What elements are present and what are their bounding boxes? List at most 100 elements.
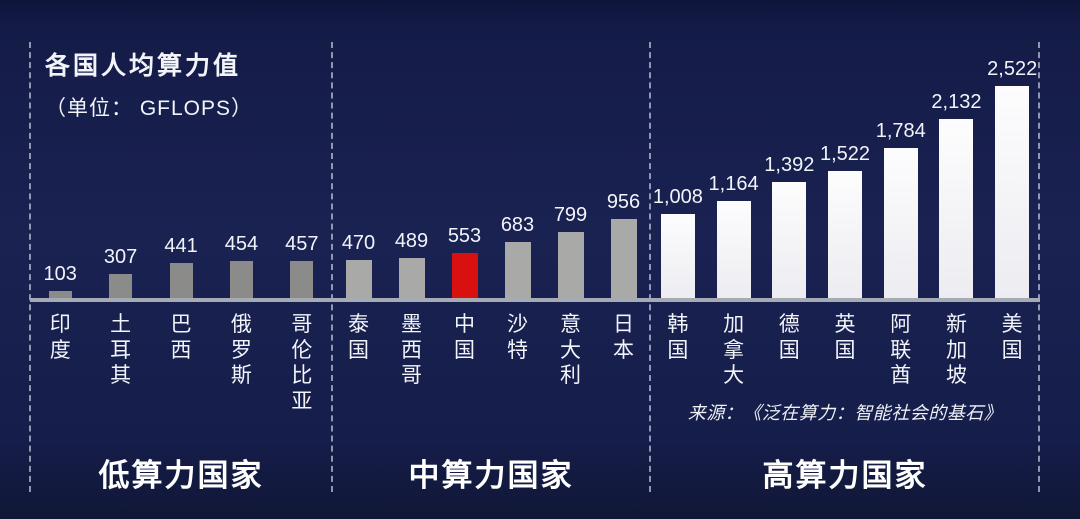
bar [610,219,637,300]
country-label-box: 新加坡 [929,300,985,460]
bar-column: 307 土耳其 [90,40,150,460]
bar [995,86,1030,300]
bar [48,291,72,300]
bar-value-label: 457 [285,233,319,255]
source-note: 来源：《泛在算力：智能社会的基石》 [687,403,1003,423]
group-divider-dashed-line [649,42,651,492]
country-label-box: 韩国 [650,300,706,460]
bar-value-label: 454 [224,233,259,255]
country-label-box: 日本 [597,300,650,460]
country-label: 韩国 [667,313,689,362]
bar-column: 1,164 加拿大 [706,40,762,460]
bar [660,214,695,300]
bar-value-label: 470 [341,232,376,254]
chart-unit-label: （单位： GFLOPS） [45,97,254,120]
country-label-box: 哥伦比亚 [272,300,332,460]
bar-value-label: 1,164 [708,173,759,195]
group-title: 高算力国家 [762,458,928,493]
bar-column: 103 印度 [30,40,90,460]
chart-title-block: 各国人均算力值 （单位： GFLOPS） [45,46,253,122]
country-label: 德国 [778,313,800,362]
bar [345,260,372,300]
bar-column: 553 中国 [438,40,491,460]
country-label-box: 泰国 [332,300,385,460]
bar [229,261,253,300]
country-label: 泰国 [348,313,369,362]
country-label: 土耳其 [110,313,132,388]
bar-value-label: 2,132 [931,91,982,113]
country-label-box: 墨西哥 [385,300,438,460]
bar-value-label: 799 [553,204,588,226]
country-label: 日本 [613,313,634,362]
bar-value-label: 1,784 [875,120,926,142]
bar [504,242,531,300]
bar-value-label: 441 [164,235,198,257]
bar [828,171,863,300]
bar-column: 2,522 美国 [984,40,1040,460]
country-label: 沙特 [507,313,528,362]
country-label-box: 意大利 [544,300,597,460]
country-label-box: 土耳其 [90,300,150,460]
bar [451,253,478,300]
bar-value-label: 683 [500,214,535,236]
bar-group-1: 103 印度 307 土耳其 441 巴西 454 俄罗斯 457 哥伦比亚 [30,40,332,460]
bar [557,232,584,300]
country-label-box: 德国 [761,300,817,460]
chart-title: 各国人均算力值 [45,52,242,80]
bar-column: 1,008 韩国 [650,40,706,460]
bar [290,261,314,300]
country-label-box: 加拿大 [706,300,762,460]
bar-column: 454 俄罗斯 [211,40,271,460]
country-label-box: 美国 [984,300,1040,460]
country-label: 美国 [1001,313,1023,362]
bar-value-label: 1,392 [764,154,815,176]
country-label-box: 巴西 [151,300,211,460]
bar [939,119,974,300]
bar-column: 1,784 阿联酋 [873,40,929,460]
country-label: 阿联酋 [890,313,912,388]
bar-group-3: 1,008 韩国 1,164 加拿大 1,392 德国 1,522 英国 1,784 阿联酋 2,1… [650,40,1040,460]
bar-column: 683 沙特 [491,40,544,460]
country-label: 墨西哥 [401,313,422,388]
bar-value-label: 2,522 [987,58,1038,80]
country-label-box: 印度 [30,300,90,460]
bar-value-label: 307 [103,246,138,268]
bar [716,201,751,300]
country-label-box: 沙特 [491,300,544,460]
bar-group-2: 470 泰国 489 墨西哥 553 中国 683 沙特 799 意大利 956 日本 [332,40,650,460]
country-label: 印度 [49,313,71,362]
bar [772,182,807,300]
country-label: 俄罗斯 [230,313,252,388]
group-divider-dashed-line [29,42,31,492]
country-label: 巴西 [170,313,192,362]
group-title: 中算力国家 [408,458,574,493]
country-label: 加拿大 [723,313,745,388]
country-label-box: 俄罗斯 [211,300,271,460]
bar-column: 441 巴西 [151,40,211,460]
bar-column: 457 哥伦比亚 [272,40,332,460]
country-label: 新加坡 [945,313,967,388]
country-label: 英国 [834,313,856,362]
bar-column: 956 日本 [597,40,650,460]
country-label: 哥伦比亚 [291,313,313,413]
country-label-box: 中国 [438,300,491,460]
group-title: 低算力国家 [98,458,264,493]
bar [883,148,918,300]
bar [169,263,193,300]
country-label: 中国 [454,313,475,362]
bar-column: 470 泰国 [332,40,385,460]
bar-value-label: 956 [606,191,641,213]
bar-value-label: 103 [43,263,77,285]
country-label-box: 阿联酋 [873,300,929,460]
bar-column: 799 意大利 [544,40,597,460]
bar-value-label: 1,522 [819,143,871,165]
bar [109,274,133,300]
bar-column: 2,132 新加坡 [929,40,985,460]
group-divider-dashed-line [331,42,333,492]
bar-value-label: 489 [394,230,429,252]
bar-value-label: 1,008 [652,186,703,208]
bar [398,258,425,300]
country-label: 意大利 [560,313,581,388]
bar-column: 489 墨西哥 [385,40,438,460]
